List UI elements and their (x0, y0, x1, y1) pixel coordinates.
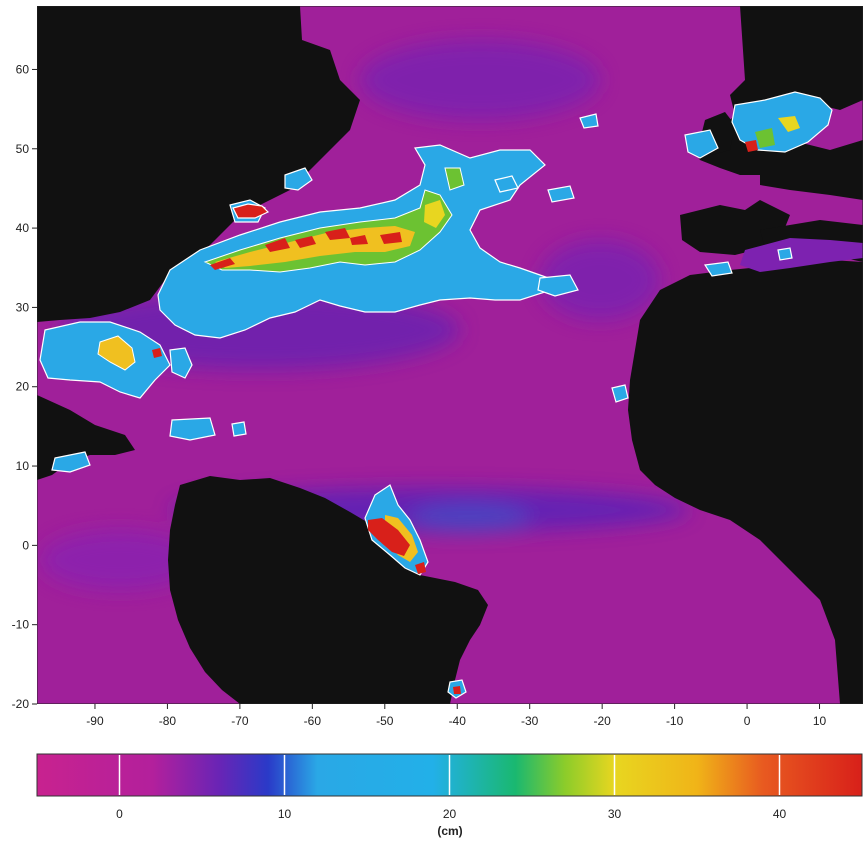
colorbar-tick-label: 0 (116, 807, 123, 821)
iberia-landmass (680, 200, 790, 255)
x-tick-label: -80 (159, 714, 177, 728)
y-tick-label: 40 (16, 221, 30, 235)
y-axis: 60 50 40 30 20 10 0 -10 -20 (12, 62, 37, 711)
y-tick-label: 20 (16, 380, 30, 394)
y-tick-label: -10 (12, 618, 30, 632)
x-tick-label: 10 (813, 714, 827, 728)
small-eddy-2 (547, 185, 575, 203)
colorbar-tick-label: 10 (278, 807, 292, 821)
north-sea-coast (760, 140, 863, 200)
colorbar: 0 10 20 30 40 (cm) (36, 753, 863, 838)
small-eddy-1 (494, 175, 519, 193)
azores-eddy (537, 274, 579, 297)
gs-green-north (444, 167, 465, 191)
map-panel (37, 6, 863, 704)
caribbean-red-dot (152, 348, 162, 358)
iberia-eddy (703, 261, 733, 277)
amazon-east-red (415, 562, 426, 574)
small-eddy-3 (579, 113, 599, 129)
irminger-eddy (684, 129, 719, 159)
gulf-mexico-eddy (169, 417, 216, 441)
newfoundland-red (232, 203, 270, 219)
colorbar-tick-label: 20 (443, 807, 457, 821)
x-tick-label: -40 (449, 714, 467, 728)
x-tick-label: 0 (744, 714, 751, 728)
south-america-landmass (168, 476, 488, 704)
small-eddy-5 (777, 247, 793, 261)
colorbar-unit-label: (cm) (437, 824, 462, 838)
canary-eddy (611, 384, 629, 403)
colorbar-tick-label: 40 (773, 807, 787, 821)
x-axis: -90 -80 -70 -60 -50 -40 -30 -20 -10 0 10 (86, 704, 827, 728)
ns-green (755, 128, 775, 148)
x-tick-label: -60 (304, 714, 322, 728)
amazon-red-core (368, 518, 410, 556)
north-america-landmass (37, 6, 360, 322)
small-eddy-4 (231, 421, 247, 437)
brazil-red (453, 686, 461, 694)
yucatan-eddy (51, 451, 91, 473)
y-tick-label: 60 (16, 62, 30, 76)
y-tick-label: 0 (22, 538, 29, 552)
x-tick-label: -20 (593, 714, 611, 728)
x-tick-label: -50 (376, 714, 394, 728)
north-sea-yellow (778, 116, 800, 132)
gulf-stream-red-cells (210, 228, 402, 270)
caribbean-east-eddy (169, 347, 193, 379)
y-tick-label: 10 (16, 459, 30, 473)
y-tick-label: 50 (16, 142, 30, 156)
colorbar-tick-label: 30 (608, 807, 622, 821)
peak-variability-regions (152, 140, 758, 694)
caribbean-cyan-region (39, 321, 171, 399)
y-tick-label: 30 (16, 300, 30, 314)
africa-landmass (628, 260, 863, 704)
x-tick-label: -30 (521, 714, 539, 728)
colorbar-ticks: 0 10 20 30 40 (116, 755, 786, 821)
x-tick-label: -10 (666, 714, 684, 728)
ne-yellow-core (424, 200, 445, 228)
caribbean-yellow-core (97, 335, 136, 371)
north-sea-red (745, 140, 758, 152)
land-masses (37, 6, 863, 704)
x-tick-label: -90 (86, 714, 104, 728)
newfoundland-cyan (284, 167, 313, 191)
y-tick-label: -20 (12, 697, 30, 711)
x-tick-label: -70 (231, 714, 249, 728)
mediterranean-sea (740, 238, 863, 272)
